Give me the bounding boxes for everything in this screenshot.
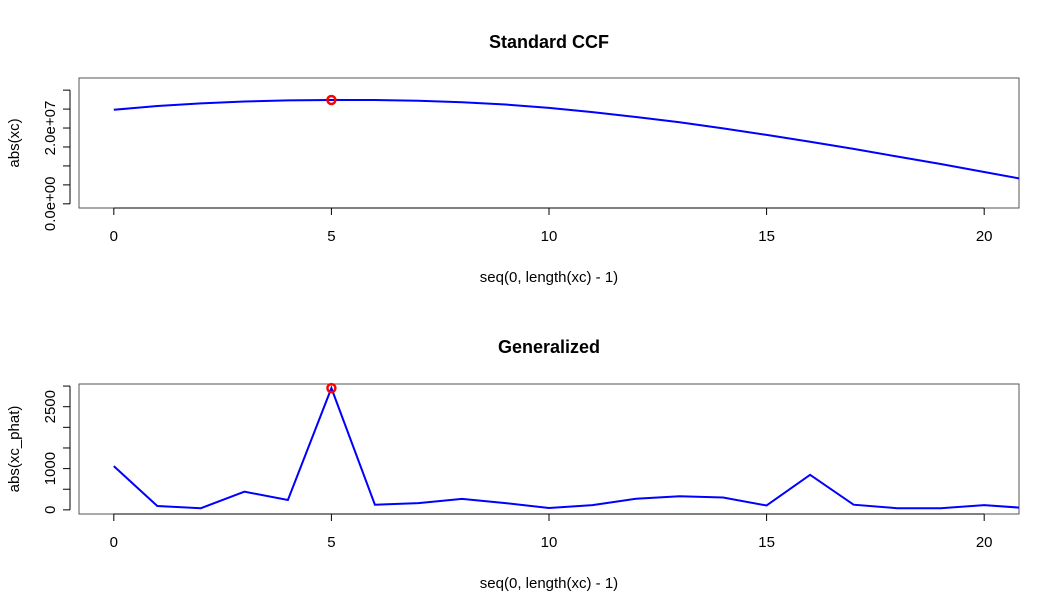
x-tick-label: 5 xyxy=(327,534,335,551)
generalized-panel: Generalized 0 5 10 15 20 0 1000 2500 seq(0, le… xyxy=(6,337,1020,592)
x-tick-label: 10 xyxy=(541,228,558,245)
x-tick-label: 15 xyxy=(758,228,775,245)
series-line xyxy=(113,385,1019,510)
x-axis: 0 5 10 15 20 xyxy=(110,513,993,551)
chart-title: Standard CCF xyxy=(489,32,609,52)
x-tick-label: 0 xyxy=(110,534,118,551)
y-tick-label: 2.0e+07 xyxy=(42,101,59,156)
y-axis-label: abs(xc_phat) xyxy=(6,406,23,493)
peak-marker xyxy=(326,382,337,394)
y-axis: 0 1000 2500 xyxy=(42,385,71,514)
x-tick-label: 10 xyxy=(541,534,558,551)
series-line xyxy=(113,99,1019,180)
plot-frame xyxy=(78,383,1020,515)
x-tick-label: 5 xyxy=(327,228,335,245)
x-axis-label: seq(0, length(xc) - 1) xyxy=(480,575,618,592)
standard-ccf-panel: Standard CCF 0 5 10 15 20 0.0e+00 2.0e+07 seq… xyxy=(6,32,1020,286)
y-axis-label: abs(xc) xyxy=(6,118,23,167)
y-tick-label: 2500 xyxy=(42,390,59,423)
y-axis: 0.0e+00 2.0e+07 xyxy=(42,89,71,232)
x-tick-label: 20 xyxy=(976,534,993,551)
y-tick-label: 0.0e+00 xyxy=(42,177,59,232)
x-axis-label: seq(0, length(xc) - 1) xyxy=(480,269,618,286)
series-group xyxy=(113,385,1019,510)
x-tick-label: 20 xyxy=(976,228,993,245)
peak-marker xyxy=(326,94,337,106)
x-tick-label: 15 xyxy=(758,534,775,551)
x-tick-label: 0 xyxy=(110,228,118,245)
series-group xyxy=(113,99,1019,180)
x-axis: 0 5 10 15 20 xyxy=(110,207,993,245)
chart-title: Generalized xyxy=(498,337,600,357)
y-tick-label: 1000 xyxy=(42,452,59,485)
plot-frame xyxy=(78,77,1020,209)
y-tick-label: 0 xyxy=(42,506,59,514)
